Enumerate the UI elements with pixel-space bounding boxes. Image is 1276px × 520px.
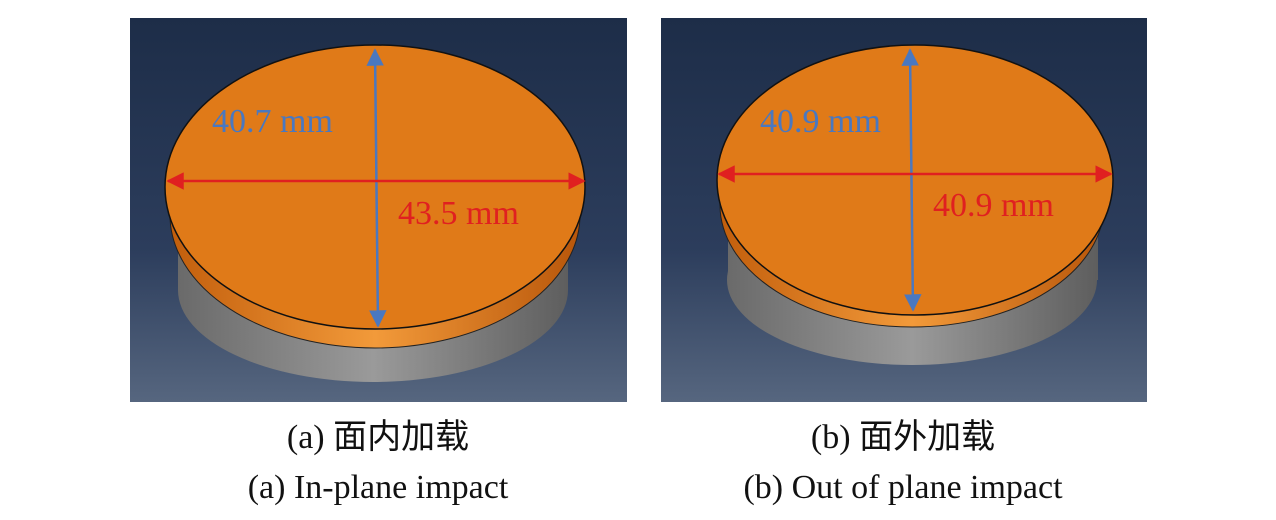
top-face bbox=[716, 44, 1114, 316]
caption: (b) Out of plane impact bbox=[743, 469, 1063, 506]
caption: (a) 面内加载 bbox=[287, 418, 469, 456]
dimension-label: 40.9 mm bbox=[933, 187, 1054, 224]
dimension-label: 43.5 mm bbox=[398, 195, 519, 232]
caption: (b) 面外加载 bbox=[811, 418, 995, 456]
dimension-label: 40.7 mm bbox=[212, 103, 333, 140]
caption: (a) In-plane impact bbox=[248, 469, 509, 506]
panel-b: 40.9 mm 40.9 mm bbox=[661, 18, 1147, 402]
dimension-label: 40.9 mm bbox=[760, 103, 881, 140]
panel-a: 40.7 mm 43.5 mm bbox=[130, 18, 627, 402]
